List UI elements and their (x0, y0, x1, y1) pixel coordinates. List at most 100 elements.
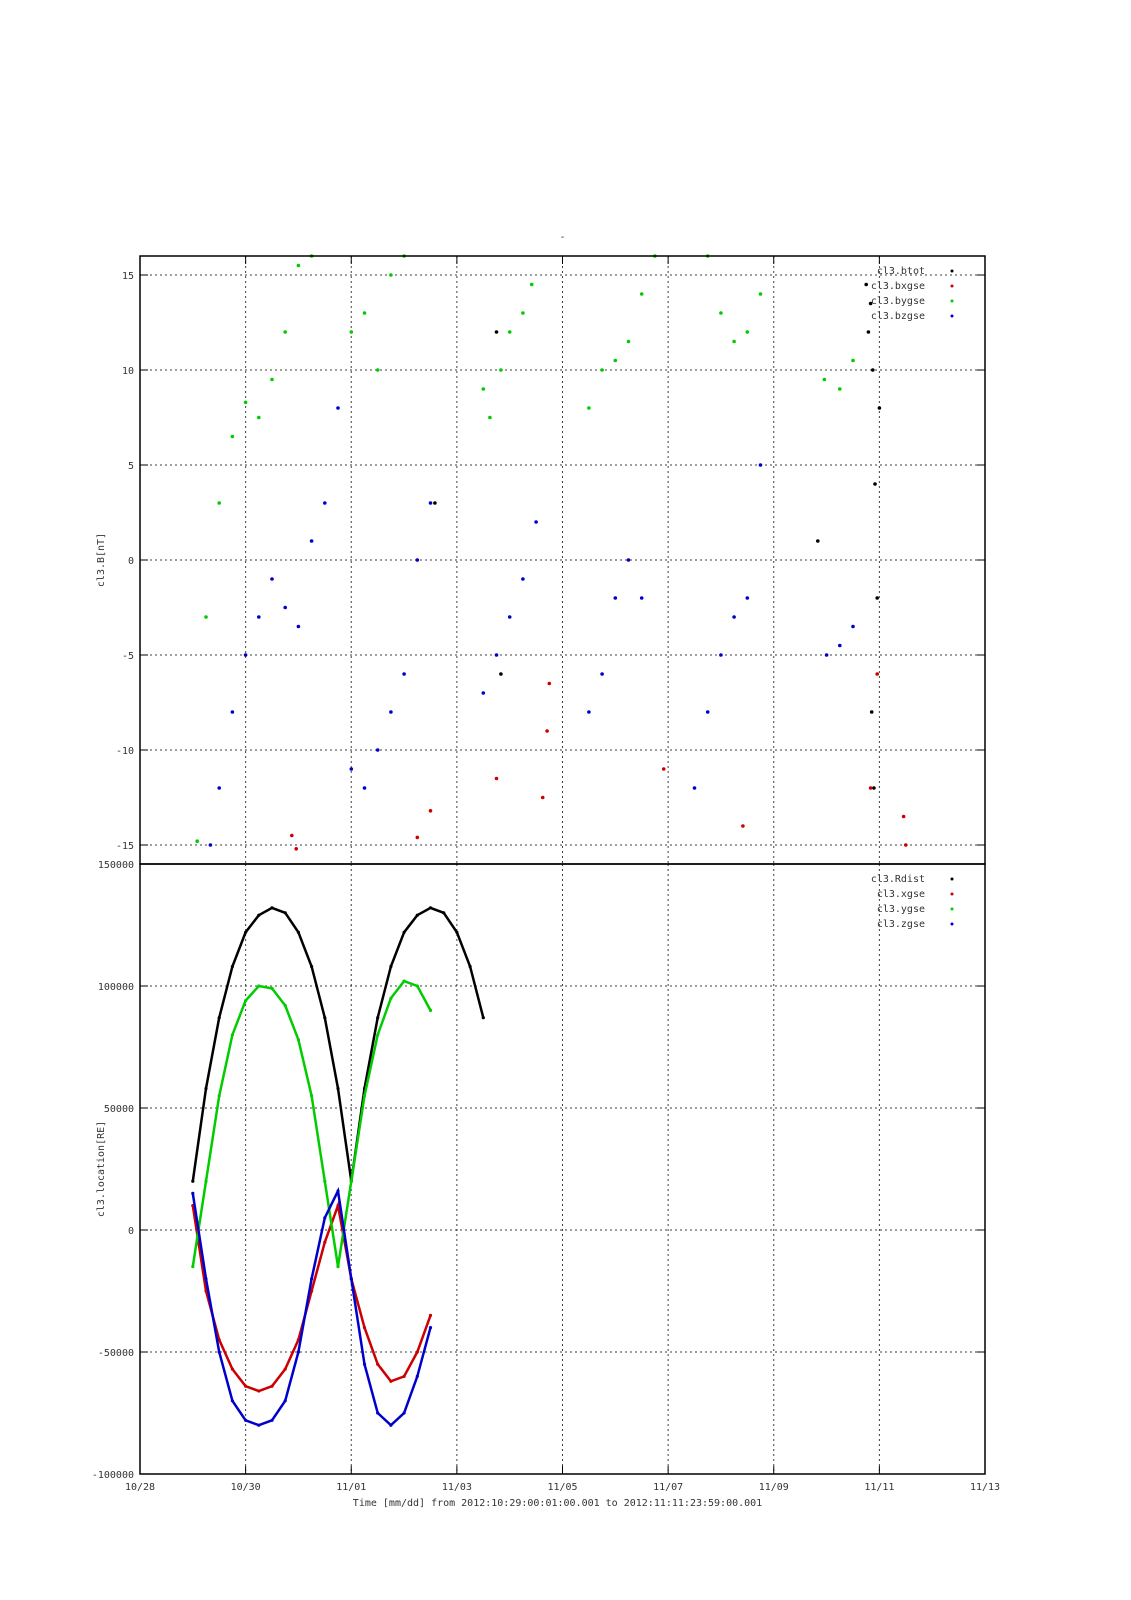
data-point-cl3-btot (873, 482, 877, 486)
data-point-cl3-bygse (195, 839, 199, 843)
data-point-cl3-bzgse (270, 577, 274, 581)
data-point-cl3-bygse (389, 273, 393, 277)
x-axis-ticks: 10/28 10/30 11/01 11/03 11/05 11/07 11/09 11/11… (125, 256, 1000, 1493)
legend-label: cl3.xgse (877, 889, 925, 900)
data-point-cl3-bygse (822, 377, 827, 382)
series-line-cl3-xgse (191, 1200, 432, 1393)
data-point-cl3-bzgse (824, 653, 829, 657)
data-point-cl3-bygse (243, 400, 248, 405)
data-point-cl3-xgse (389, 1379, 393, 1383)
data-point-cl3-Rdist (204, 1086, 208, 1091)
data-point-cl3-bygse (600, 368, 604, 372)
data-point-cl3-ygse (283, 1003, 287, 1008)
top-y-ticks: 15 10 5 0 -5 -10 -15 (116, 271, 985, 852)
data-point-cl3-bzgse (745, 596, 750, 600)
data-point-cl3-bygse (851, 358, 855, 363)
data-point-cl3-bzgse (428, 501, 433, 505)
data-point-cl3-bygse (758, 292, 763, 296)
data-point-cl3-Rdist (455, 930, 459, 934)
data-point-cl3-zgse (376, 1411, 380, 1415)
data-point-cl3-bzgse (758, 463, 763, 467)
data-point-cl3-bzgse (481, 691, 486, 695)
data-point-cl3-bzgse (243, 653, 248, 657)
data-point-cl3-Rdist (283, 911, 287, 915)
data-point-cl3-ygse (376, 1033, 380, 1037)
data-point-cl3-bzgse (639, 596, 644, 600)
y-tick-label: -15 (116, 841, 134, 852)
data-point-cl3-bzgse (507, 615, 512, 619)
data-point-cl3-bxgse (540, 795, 545, 800)
x-tick-label: 11/09 (759, 1482, 789, 1493)
data-point-cl3-btot (864, 282, 868, 287)
x-tick-label: 11/03 (442, 1482, 472, 1493)
data-point-cl3-bzgse (851, 624, 855, 629)
series-line-cl3-Rdist (191, 906, 485, 1182)
y-tick-label: 10 (122, 366, 134, 377)
data-point-cl3-bzgse (257, 615, 261, 619)
data-point-cl3-btot (875, 596, 879, 600)
data-point-cl3-zgse (296, 1350, 300, 1354)
data-point-cl3-bzgse (705, 710, 710, 714)
y-tick-label: 5 (128, 461, 134, 472)
data-point-cl3-bzgse (389, 710, 393, 714)
data-point-cl3-Rdist (323, 1016, 327, 1020)
data-point-cl3-Rdist (442, 911, 446, 915)
data-point-cl3-zgse (244, 1418, 248, 1422)
data-point-cl3-Rdist (257, 913, 261, 917)
data-point-cl3-bxgse (294, 847, 299, 851)
data-point-cl3-xgse (402, 1374, 406, 1378)
x-axis-label: Time [mm/dd] from 2012:10:29:00:01:00.00… (353, 1498, 762, 1509)
data-point-cl3-xgse (283, 1367, 287, 1371)
legend-swatch (950, 892, 954, 896)
data-point-cl3-ygse (336, 1265, 340, 1269)
data-point-cl3-ygse (362, 1094, 367, 1098)
data-point-cl3-bzgse (521, 577, 525, 581)
bottom-y-axis-label: cl3.location[RE] (96, 1121, 107, 1217)
legend-label: cl3.zgse (877, 919, 925, 930)
data-point-cl3-bxgse (661, 767, 666, 771)
y-tick-label: 0 (128, 556, 134, 567)
data-point-cl3-zgse (336, 1189, 340, 1193)
data-point-cl3-bygse (283, 330, 288, 334)
top-grid (140, 256, 985, 864)
legend-label: cl3.bxgse (871, 281, 925, 292)
data-point-cl3-bygse (349, 330, 354, 334)
data-point-cl3-xgse (230, 1367, 234, 1371)
data-point-cl3-bzgse (323, 501, 327, 505)
data-point-cl3-xgse (428, 1313, 433, 1317)
data-point-cl3-bzgse (613, 596, 618, 600)
data-point-cl3-zgse (389, 1423, 393, 1427)
bottom-legend: cl3.Rdist cl3.xgse cl3.ygse cl3.zgse (871, 874, 954, 930)
data-point-cl3-Rdist (389, 964, 393, 969)
data-point-cl3-bzgse (349, 767, 354, 771)
data-point-cl3-zgse (428, 1326, 433, 1330)
data-point-cl3-bzgse (208, 843, 213, 847)
legend-swatch (950, 877, 954, 881)
data-point-cl3-Rdist (468, 964, 472, 969)
data-point-cl3-bzgse (230, 710, 235, 714)
legend-label: cl3.bygse (871, 296, 925, 307)
data-point-cl3-bzgse (494, 653, 499, 657)
data-point-cl3-bygse (507, 330, 512, 334)
data-point-cl3-ygse (349, 1179, 353, 1183)
y-tick-label: 100000 (98, 982, 134, 993)
data-point-cl3-bygse (257, 415, 261, 420)
data-point-cl3-xgse (376, 1362, 380, 1366)
x-tick-label: 11/05 (547, 1482, 577, 1493)
data-point-cl3-Rdist (428, 906, 433, 910)
data-point-cl3-bxgse (415, 835, 420, 840)
legend-swatch (950, 314, 954, 318)
y-tick-label: -100000 (92, 1470, 134, 1481)
data-point-cl3-xgse (257, 1389, 261, 1393)
top-marks (195, 254, 908, 851)
y-tick-label: -5 (122, 651, 134, 662)
data-point-cl3-btot (816, 539, 820, 543)
legend-swatch (950, 907, 954, 911)
series-line-cl3-ygse (191, 979, 432, 1267)
data-point-cl3-bzgse (375, 748, 380, 752)
data-point-cl3-bygse (521, 311, 525, 315)
data-point-cl3-xgse (362, 1326, 367, 1330)
data-point-cl3-Rdist (415, 913, 419, 917)
data-point-cl3-bzgse (692, 786, 697, 790)
data-point-cl3-Rdist (191, 1179, 195, 1183)
